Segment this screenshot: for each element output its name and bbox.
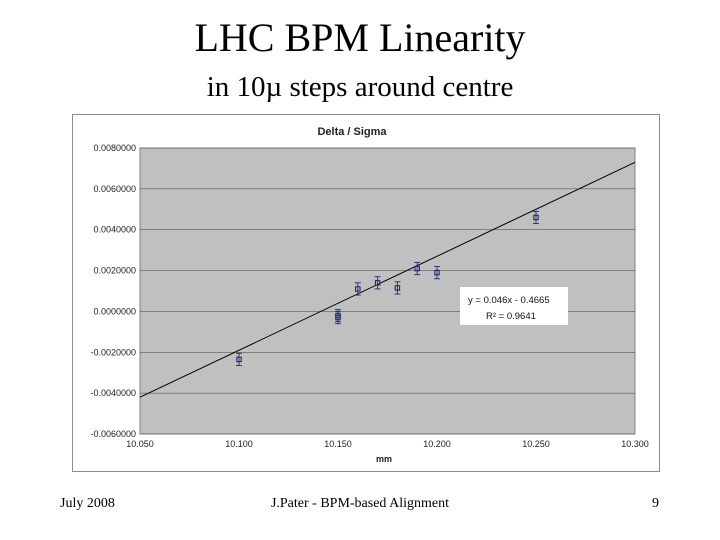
point-marker	[533, 214, 539, 221]
footer-title: J.Pater - BPM-based Alignment	[270, 496, 450, 511]
y-tick-label: 0.0020000	[93, 266, 136, 276]
x-tick-label: 10.100	[225, 439, 253, 449]
chart: Delta / Sigma 0.0080000 0.0060000 0.004000…	[72, 114, 660, 472]
point-marker	[394, 285, 401, 291]
r-squared: R² = 0.9641	[486, 311, 536, 322]
x-tick-label: 10.250	[522, 439, 550, 449]
y-axis-ticks: 0.0080000 0.0060000 0.0040000 0.0020000 0.00…	[90, 143, 136, 439]
trendline-equation-box: y = 0.046x - 0.4665 R² = 0.9641	[460, 287, 568, 325]
point-marker	[335, 314, 341, 321]
x-axis-ticks: 10.050 10.100 10.150 10.200 10.250 10.300	[126, 439, 649, 449]
data-point	[533, 210, 539, 225]
y-tick-label: -0.0060000	[90, 429, 136, 439]
y-tick-label: 0.0080000	[93, 143, 136, 153]
slide-title: LHC BPM Linearity	[194, 15, 526, 60]
trendline-equation: y = 0.046x - 0.4665	[468, 295, 550, 306]
y-tick-label: -0.0020000	[90, 347, 136, 357]
point-marker	[434, 269, 440, 276]
equation-box-bg	[460, 287, 568, 325]
data-point	[335, 310, 341, 325]
x-tick-label: 10.050	[126, 439, 154, 449]
x-tick-label: 10.300	[621, 439, 649, 449]
y-tick-label: 0.0040000	[93, 225, 136, 235]
point-marker	[374, 280, 381, 286]
page-number: 9	[652, 496, 659, 511]
data-point	[394, 281, 401, 295]
trendline	[139, 161, 636, 398]
data-point	[374, 276, 381, 290]
chart-svg: Delta / Sigma 0.0080000 0.0060000 0.004000…	[72, 114, 660, 472]
data-point	[354, 282, 361, 296]
data-point	[434, 266, 440, 280]
data-point	[236, 352, 242, 367]
point-marker	[236, 356, 242, 363]
footer-date: July 2008	[60, 496, 115, 511]
point-marker	[355, 286, 361, 292]
y-tick-label: 0.0000000	[93, 306, 136, 316]
y-tick-label: -0.0040000	[90, 388, 136, 398]
trendline-group	[139, 161, 636, 398]
x-tick-label: 10.200	[423, 439, 451, 449]
chart-title: Delta / Sigma	[317, 126, 387, 138]
data-point	[414, 261, 421, 276]
y-tick-label: 0.0060000	[93, 184, 136, 194]
x-tick-label: 10.150	[324, 439, 352, 449]
point-marker	[414, 265, 420, 272]
data-points	[236, 210, 539, 367]
slide-subtitle: in 10µ steps around centre	[206, 71, 514, 103]
x-axis-label: mm	[376, 454, 392, 464]
